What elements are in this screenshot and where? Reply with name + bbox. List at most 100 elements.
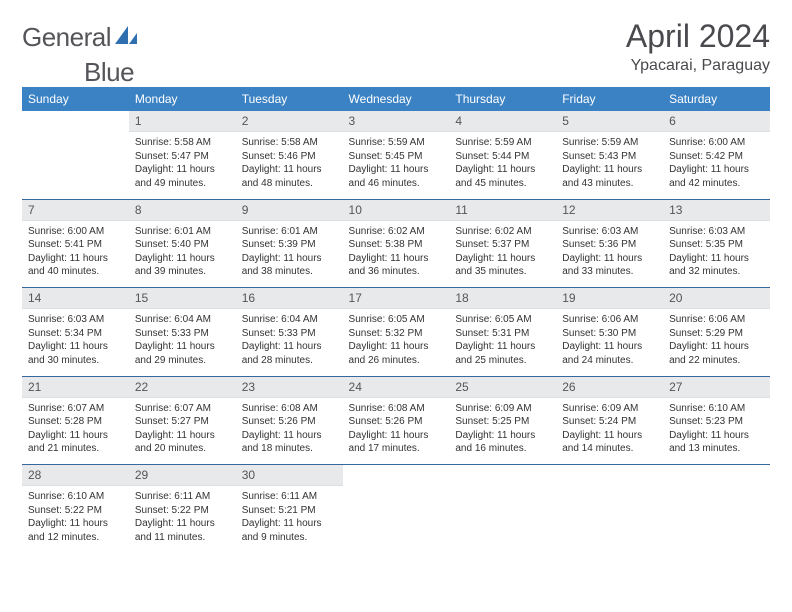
sunset-text: Sunset: 5:23 PM [669,415,764,429]
sunrise-text: Sunrise: 6:03 AM [562,225,657,239]
day-body: Sunrise: 6:07 AMSunset: 5:27 PMDaylight:… [129,398,236,462]
sunset-text: Sunset: 5:38 PM [349,238,444,252]
daylight-text: and 39 minutes. [135,265,230,279]
sunrise-text: Sunrise: 6:04 AM [242,313,337,327]
daylight-text: Daylight: 11 hours [669,252,764,266]
day-number: 21 [22,377,129,398]
daylight-text: Daylight: 11 hours [455,163,550,177]
sunset-text: Sunset: 5:21 PM [242,504,337,518]
day-body: Sunrise: 6:03 AMSunset: 5:36 PMDaylight:… [556,221,663,285]
daylight-text: and 21 minutes. [28,442,123,456]
day-cell: 8Sunrise: 6:01 AMSunset: 5:40 PMDaylight… [129,200,236,288]
day-body: Sunrise: 6:00 AMSunset: 5:42 PMDaylight:… [663,132,770,196]
day-cell: 14Sunrise: 6:03 AMSunset: 5:34 PMDayligh… [22,288,129,376]
day-number: 24 [343,377,450,398]
daylight-text: and 20 minutes. [135,442,230,456]
day-body: Sunrise: 6:03 AMSunset: 5:35 PMDaylight:… [663,221,770,285]
sunrise-text: Sunrise: 5:59 AM [562,136,657,150]
sunrise-text: Sunrise: 6:03 AM [669,225,764,239]
calendar-body: 1Sunrise: 5:58 AMSunset: 5:47 PMDaylight… [22,111,770,553]
sunrise-text: Sunrise: 5:58 AM [135,136,230,150]
daylight-text: Daylight: 11 hours [455,340,550,354]
daylight-text: Daylight: 11 hours [135,517,230,531]
sunset-text: Sunset: 5:39 PM [242,238,337,252]
calendar-table: Sunday Monday Tuesday Wednesday Thursday… [22,87,770,553]
sunset-text: Sunset: 5:22 PM [135,504,230,518]
day-body: Sunrise: 5:58 AMSunset: 5:46 PMDaylight:… [236,132,343,196]
day-cell [343,465,450,553]
day-body: Sunrise: 6:05 AMSunset: 5:32 PMDaylight:… [343,309,450,373]
day-cell: 3Sunrise: 5:59 AMSunset: 5:45 PMDaylight… [343,111,450,199]
day-cell [449,465,556,553]
day-cell: 27Sunrise: 6:10 AMSunset: 5:23 PMDayligh… [663,377,770,465]
daylight-text: and 40 minutes. [28,265,123,279]
day-body: Sunrise: 6:10 AMSunset: 5:22 PMDaylight:… [22,486,129,550]
day-number: 25 [449,377,556,398]
daylight-text: and 18 minutes. [242,442,337,456]
day-number: 14 [22,288,129,309]
day-number: 8 [129,200,236,221]
sunrise-text: Sunrise: 6:08 AM [242,402,337,416]
sunrise-text: Sunrise: 6:00 AM [669,136,764,150]
day-body: Sunrise: 6:01 AMSunset: 5:40 PMDaylight:… [129,221,236,285]
day-cell: 13Sunrise: 6:03 AMSunset: 5:35 PMDayligh… [663,200,770,288]
week-row: 14Sunrise: 6:03 AMSunset: 5:34 PMDayligh… [22,288,770,376]
daylight-text: and 26 minutes. [349,354,444,368]
calendar-page: General April 2024 Ypacarai, Paraguay Bl… [0,0,792,571]
day-body: Sunrise: 6:06 AMSunset: 5:30 PMDaylight:… [556,309,663,373]
day-cell: 7Sunrise: 6:00 AMSunset: 5:41 PMDaylight… [22,200,129,288]
daylight-text: and 43 minutes. [562,177,657,191]
daylight-text: and 28 minutes. [242,354,337,368]
daylight-text: and 35 minutes. [455,265,550,279]
sunset-text: Sunset: 5:30 PM [562,327,657,341]
daylight-text: Daylight: 11 hours [669,340,764,354]
daylight-text: Daylight: 11 hours [562,252,657,266]
day-number: 19 [556,288,663,309]
day-number: 1 [129,111,236,132]
day-number: 30 [236,465,343,486]
sunset-text: Sunset: 5:45 PM [349,150,444,164]
sunset-text: Sunset: 5:33 PM [135,327,230,341]
daylight-text: Daylight: 11 hours [669,429,764,443]
daylight-text: Daylight: 11 hours [242,429,337,443]
weekday-header: Sunday [22,87,129,111]
sunrise-text: Sunrise: 6:04 AM [135,313,230,327]
daylight-text: and 42 minutes. [669,177,764,191]
day-body: Sunrise: 5:59 AMSunset: 5:43 PMDaylight:… [556,132,663,196]
day-body: Sunrise: 6:05 AMSunset: 5:31 PMDaylight:… [449,309,556,373]
day-number: 3 [343,111,450,132]
daylight-text: and 12 minutes. [28,531,123,545]
daylight-text: Daylight: 11 hours [562,429,657,443]
sunset-text: Sunset: 5:44 PM [455,150,550,164]
day-number: 27 [663,377,770,398]
day-cell: 6Sunrise: 6:00 AMSunset: 5:42 PMDaylight… [663,111,770,199]
sunrise-text: Sunrise: 6:05 AM [349,313,444,327]
daylight-text: and 33 minutes. [562,265,657,279]
sunset-text: Sunset: 5:24 PM [562,415,657,429]
day-body: Sunrise: 6:11 AMSunset: 5:21 PMDaylight:… [236,486,343,550]
day-body: Sunrise: 6:10 AMSunset: 5:23 PMDaylight:… [663,398,770,462]
logo-word2: Blue [84,57,134,88]
weekday-header: Thursday [449,87,556,111]
sunrise-text: Sunrise: 6:11 AM [135,490,230,504]
weekday-header: Wednesday [343,87,450,111]
sunset-text: Sunset: 5:31 PM [455,327,550,341]
sunrise-text: Sunrise: 6:02 AM [455,225,550,239]
week-row: 1Sunrise: 5:58 AMSunset: 5:47 PMDaylight… [22,111,770,199]
day-cell: 30Sunrise: 6:11 AMSunset: 5:21 PMDayligh… [236,465,343,553]
day-number: 29 [129,465,236,486]
day-number: 4 [449,111,556,132]
sunrise-text: Sunrise: 6:01 AM [242,225,337,239]
daylight-text: and 30 minutes. [28,354,123,368]
sunset-text: Sunset: 5:25 PM [455,415,550,429]
day-body: Sunrise: 6:01 AMSunset: 5:39 PMDaylight:… [236,221,343,285]
daylight-text: Daylight: 11 hours [28,517,123,531]
day-cell: 15Sunrise: 6:04 AMSunset: 5:33 PMDayligh… [129,288,236,376]
weekday-header-row: Sunday Monday Tuesday Wednesday Thursday… [22,87,770,111]
sunset-text: Sunset: 5:35 PM [669,238,764,252]
sunset-text: Sunset: 5:42 PM [669,150,764,164]
day-body: Sunrise: 6:03 AMSunset: 5:34 PMDaylight:… [22,309,129,373]
day-cell: 9Sunrise: 6:01 AMSunset: 5:39 PMDaylight… [236,200,343,288]
sunrise-text: Sunrise: 5:59 AM [349,136,444,150]
day-cell: 22Sunrise: 6:07 AMSunset: 5:27 PMDayligh… [129,377,236,465]
